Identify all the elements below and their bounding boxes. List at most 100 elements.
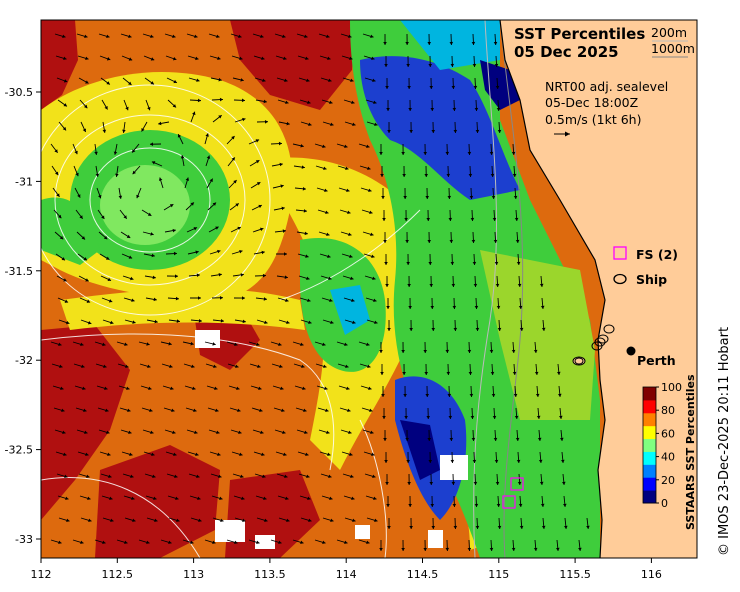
current-vector-head-icon xyxy=(151,253,155,258)
current-vector-head-icon xyxy=(352,518,356,523)
current-vector-head-icon xyxy=(347,210,351,215)
current-vector-head-icon xyxy=(241,98,245,103)
current-vector-head-icon xyxy=(517,283,522,287)
current-vector-head-icon xyxy=(349,254,353,259)
depth-legend-1000m: 1000m xyxy=(651,41,695,56)
current-vector-head-icon xyxy=(370,430,374,435)
current-vector-head-icon xyxy=(190,341,194,346)
current-vector-head-icon xyxy=(512,173,517,177)
current-vector-head-icon xyxy=(497,525,502,529)
current-vector-head-icon xyxy=(326,430,330,435)
cloud-gap xyxy=(255,535,275,549)
current-vector-head-icon xyxy=(518,305,523,309)
current-vector-head-icon xyxy=(373,298,377,303)
current-vector-head-icon xyxy=(406,459,410,463)
current-vector-head-icon xyxy=(84,34,88,39)
current-vector-head-icon xyxy=(467,547,472,551)
cloud-gap xyxy=(355,525,370,539)
current-vector-head-icon xyxy=(381,393,385,397)
current-vector-head-icon xyxy=(519,327,524,331)
current-vector-head-icon xyxy=(173,452,177,457)
current-vector-head-icon xyxy=(445,547,450,551)
current-vector-head-icon xyxy=(86,474,90,479)
current-vector-head-icon xyxy=(58,342,62,347)
current-vector-head-icon xyxy=(124,342,128,346)
current-vector-head-icon xyxy=(54,149,58,153)
colorbar-segment xyxy=(643,412,656,427)
current-vector-head-icon xyxy=(148,386,152,391)
current-vector-head-icon xyxy=(471,239,476,243)
current-vector-head-icon xyxy=(536,415,541,419)
current-vector-head-icon xyxy=(83,104,88,109)
current-vector-head-icon xyxy=(300,540,304,545)
current-vector-head-icon xyxy=(540,503,545,507)
current-vector-head-icon xyxy=(423,349,428,353)
current-vector-head-icon xyxy=(283,452,287,457)
current-vector-head-icon xyxy=(217,452,221,457)
current-vector-head-icon xyxy=(154,518,158,523)
current-vector-head-icon xyxy=(348,34,352,39)
colorbar-tick-label: 0 xyxy=(661,497,668,510)
current-vector-head-icon xyxy=(535,393,540,397)
current-vector-head-icon xyxy=(255,139,260,143)
current-vector-head-icon xyxy=(471,41,476,45)
current-vector-head-icon xyxy=(77,194,81,198)
current-vector-head-icon xyxy=(285,496,289,501)
current-vector-head-icon xyxy=(452,305,457,309)
colorbar-tick-label: 60 xyxy=(661,427,675,440)
sst-cold-patch xyxy=(360,56,520,200)
current-vector-head-icon xyxy=(555,547,560,551)
current-vector-head-icon xyxy=(85,452,89,457)
current-vector-head-icon xyxy=(514,415,519,419)
current-vector-head-icon xyxy=(61,257,66,261)
current-vector-head-icon xyxy=(562,481,566,485)
current-vector-head-icon xyxy=(367,364,371,369)
colorbar-segment xyxy=(643,425,656,440)
current-vector-head-icon xyxy=(497,129,502,133)
current-vector-head-icon xyxy=(261,56,265,61)
current-vector-head-icon xyxy=(214,386,218,391)
current-vector-head-icon xyxy=(81,364,85,369)
current-vector-head-icon xyxy=(322,342,326,347)
current-vector-head-icon xyxy=(497,327,502,331)
current-vector-head-icon xyxy=(367,166,371,171)
current-vector-head-icon xyxy=(74,150,78,155)
current-vector-head-icon xyxy=(495,283,500,287)
current-vector-head-icon xyxy=(113,151,118,155)
current-vector-head-icon xyxy=(125,364,129,369)
current-vector-head-icon xyxy=(350,474,354,479)
current-vector-head-icon xyxy=(168,540,172,545)
current-vector-head-icon xyxy=(128,57,133,61)
current-vector-head-icon xyxy=(475,129,480,133)
current-vector-head-icon xyxy=(239,452,243,457)
current-vector-head-icon xyxy=(85,56,89,61)
current-vector-head-icon xyxy=(305,452,309,457)
y-axis: -30.5 -31 -31.5 -32 -32.5 -33 xyxy=(5,86,41,546)
current-vector-head-icon xyxy=(239,56,243,61)
current-vector-head-icon xyxy=(387,129,391,133)
current-vector-head-icon xyxy=(385,283,389,287)
current-vector-head-icon xyxy=(169,364,173,369)
current-vector-head-icon xyxy=(75,172,79,177)
current-vector-head-icon xyxy=(345,166,349,171)
current-vector-head-icon xyxy=(62,430,66,435)
current-vector-head-icon xyxy=(370,232,374,237)
x-tick-label: 114 xyxy=(336,568,357,581)
current-vector-head-icon xyxy=(231,157,235,161)
current-vector-head-icon xyxy=(492,217,497,221)
current-vector-head-icon xyxy=(260,430,264,435)
current-vector-head-icon xyxy=(401,151,405,155)
current-vector-head-icon xyxy=(428,261,433,265)
current-vector-head-icon xyxy=(150,57,155,61)
current-vector-head-icon xyxy=(495,481,500,485)
current-vector-head-icon xyxy=(150,142,154,146)
current-vector-head-icon xyxy=(373,496,377,501)
current-vector-head-icon xyxy=(409,525,413,529)
current-vector-head-icon xyxy=(402,173,406,177)
current-vector-head-icon xyxy=(262,78,266,83)
current-vector-head-icon xyxy=(158,177,163,181)
current-vector-head-icon xyxy=(349,452,353,457)
current-vector-head-icon xyxy=(195,56,199,61)
current-vector-head-icon xyxy=(328,78,332,83)
current-vector-head-icon xyxy=(198,518,202,523)
